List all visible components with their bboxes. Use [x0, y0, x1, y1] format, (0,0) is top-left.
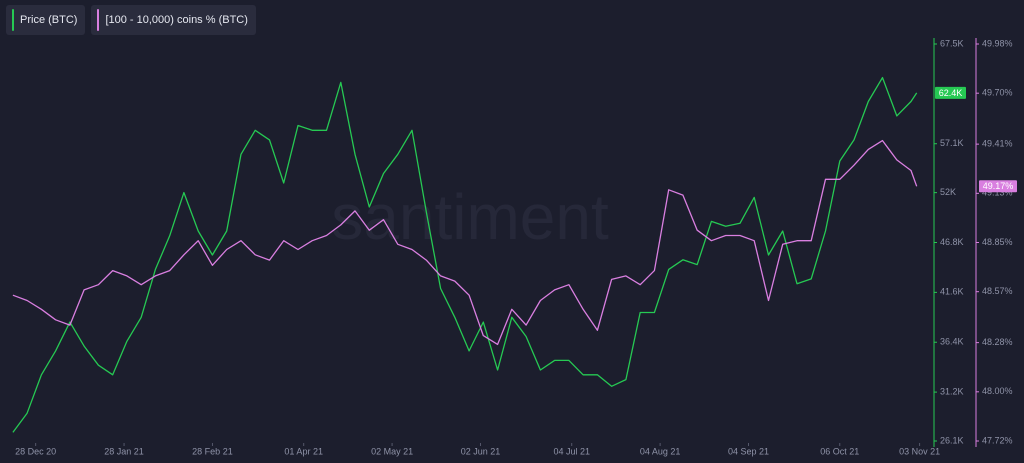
y-tick-label: 67.5K — [940, 38, 964, 48]
x-tick-label: 06 Oct 21 — [820, 446, 859, 456]
legend-swatch — [12, 9, 14, 31]
y2-tick-label: 47.72% — [982, 435, 1013, 445]
x-tick-label: 02 May 21 — [371, 446, 413, 456]
legend-item[interactable]: [100 - 10,000) coins % (BTC) — [91, 5, 256, 35]
y2-tick-label: 48.28% — [982, 337, 1013, 347]
x-tick-label: 03 Nov 21 — [899, 446, 940, 456]
y2-tick-label: 49.98% — [982, 38, 1013, 48]
x-tick-label: 02 Jun 21 — [461, 446, 501, 456]
y2-tick-label: 48.85% — [982, 237, 1013, 247]
y-tick-label: 26.1K — [940, 435, 964, 445]
x-tick-label: 28 Dec 20 — [15, 446, 56, 456]
y-tick-label: 52K — [940, 187, 956, 197]
y-tick-label: 31.2K — [940, 386, 964, 396]
watermark: santiment — [331, 181, 609, 253]
last-value-badge — [935, 86, 966, 99]
x-tick-label: 04 Sep 21 — [728, 446, 769, 456]
legend: Price (BTC) [100 - 10,000) coins % (BTC) — [6, 5, 256, 35]
y-tick-label: 46.8K — [940, 237, 964, 247]
series-line — [12, 76, 918, 433]
legend-item[interactable]: Price (BTC) — [6, 5, 86, 35]
y2-tick-label: 49.41% — [982, 139, 1013, 149]
legend-label: Price (BTC) — [20, 14, 78, 26]
x-tick-label: 04 Jul 21 — [553, 446, 590, 456]
series-line — [12, 139, 918, 346]
legend-swatch — [97, 9, 100, 31]
y-tick-label: 36.4K — [940, 337, 964, 347]
y2-tick-label: 48.57% — [982, 286, 1013, 296]
y-tick-label: 57.1K — [940, 138, 964, 148]
y-tick-label: 41.6K — [940, 287, 964, 297]
y2-tick-label: 48.00% — [982, 386, 1013, 396]
last-value-label: 62.4K — [939, 88, 963, 98]
y2-tick-label: 49.70% — [982, 88, 1013, 98]
x-tick-label: 28 Feb 21 — [192, 446, 233, 456]
x-tick-label: 28 Jan 21 — [104, 446, 144, 456]
last-value-badge — [979, 180, 1017, 193]
x-tick-label: 04 Aug 21 — [640, 446, 681, 456]
y2-tick-label: 49.13% — [982, 188, 1013, 198]
legend-label: [100 - 10,000) coins % (BTC) — [105, 14, 248, 26]
x-tick-label: 01 Apr 21 — [284, 446, 323, 456]
last-value-label: 49.17% — [983, 181, 1014, 191]
